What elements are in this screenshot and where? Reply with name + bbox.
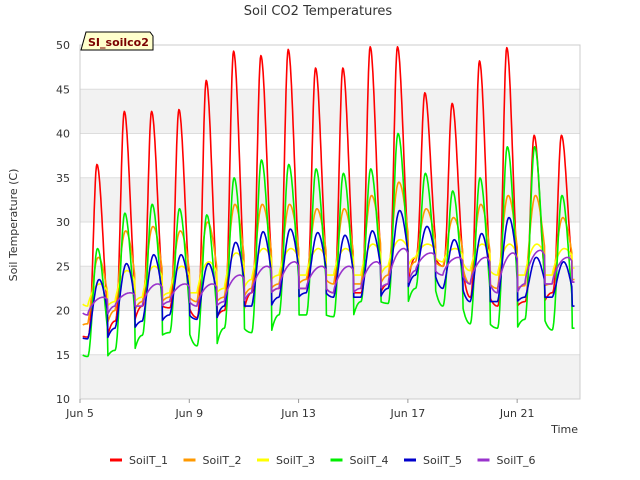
series-line-soilt-4	[82, 132, 575, 358]
legend-label: SoilT_5	[423, 454, 462, 467]
background-band	[80, 89, 580, 134]
plot-background	[80, 45, 580, 399]
chart-title: Soil CO2 Temperatures	[244, 4, 393, 19]
series-line-soilt-5	[82, 209, 575, 340]
site-label: SI_soilco2	[88, 36, 149, 49]
legend-label: SoilT_4	[350, 454, 389, 467]
y-tick-label: 10	[56, 393, 70, 406]
series-line-soilt-3	[82, 238, 575, 307]
y-tick-label: 30	[56, 216, 70, 229]
plot-frame	[79, 44, 581, 400]
y-tick-label: 35	[56, 172, 70, 185]
background-band	[80, 45, 580, 90]
site-label-box: SI_soilco2	[80, 31, 154, 51]
legend-label: SoilT_3	[276, 454, 315, 467]
background-band	[80, 222, 580, 267]
background-band	[80, 177, 580, 222]
legend: SoilT_1 SoilT_2 SoilT_3 SoilT_4 SoilT_5 SoilT…	[110, 454, 536, 467]
x-tick-label: Jun 17	[390, 407, 426, 420]
x-tick-label: Jun 9	[174, 407, 203, 420]
series-line-soilt-2	[82, 181, 575, 326]
y-tick-label: 45	[56, 83, 70, 96]
legend-label: SoilT_2	[203, 454, 242, 467]
legend-label: SoilT_6	[497, 454, 536, 467]
x-axis-label: Time	[550, 423, 578, 436]
x-tick-label: Jun 13	[280, 407, 316, 420]
background-band	[80, 266, 580, 311]
y-axis-label: Soil Temperature (C)	[7, 169, 20, 282]
y-tick-label: 15	[56, 349, 70, 362]
y-axis-ticks: 10 15 20 25 30 35 40 45 50	[56, 39, 70, 406]
y-tick-label: 50	[56, 39, 70, 52]
y-tick-label: 40	[56, 128, 70, 141]
series-layer	[82, 46, 575, 358]
site-label-shape	[80, 31, 154, 51]
series-line-soilt-6	[82, 247, 575, 316]
background-band	[80, 133, 580, 178]
y-tick-label: 20	[56, 305, 70, 318]
x-axis-ticks: Jun 5 Jun 9 Jun 13 Jun 17 Jun 21	[65, 399, 535, 420]
y-tick-label: 25	[56, 260, 70, 273]
background-band	[80, 354, 580, 399]
x-tick-label: Jun 5	[65, 407, 94, 420]
x-tick-label: Jun 21	[499, 407, 535, 420]
legend-label: SoilT_1	[129, 454, 168, 467]
